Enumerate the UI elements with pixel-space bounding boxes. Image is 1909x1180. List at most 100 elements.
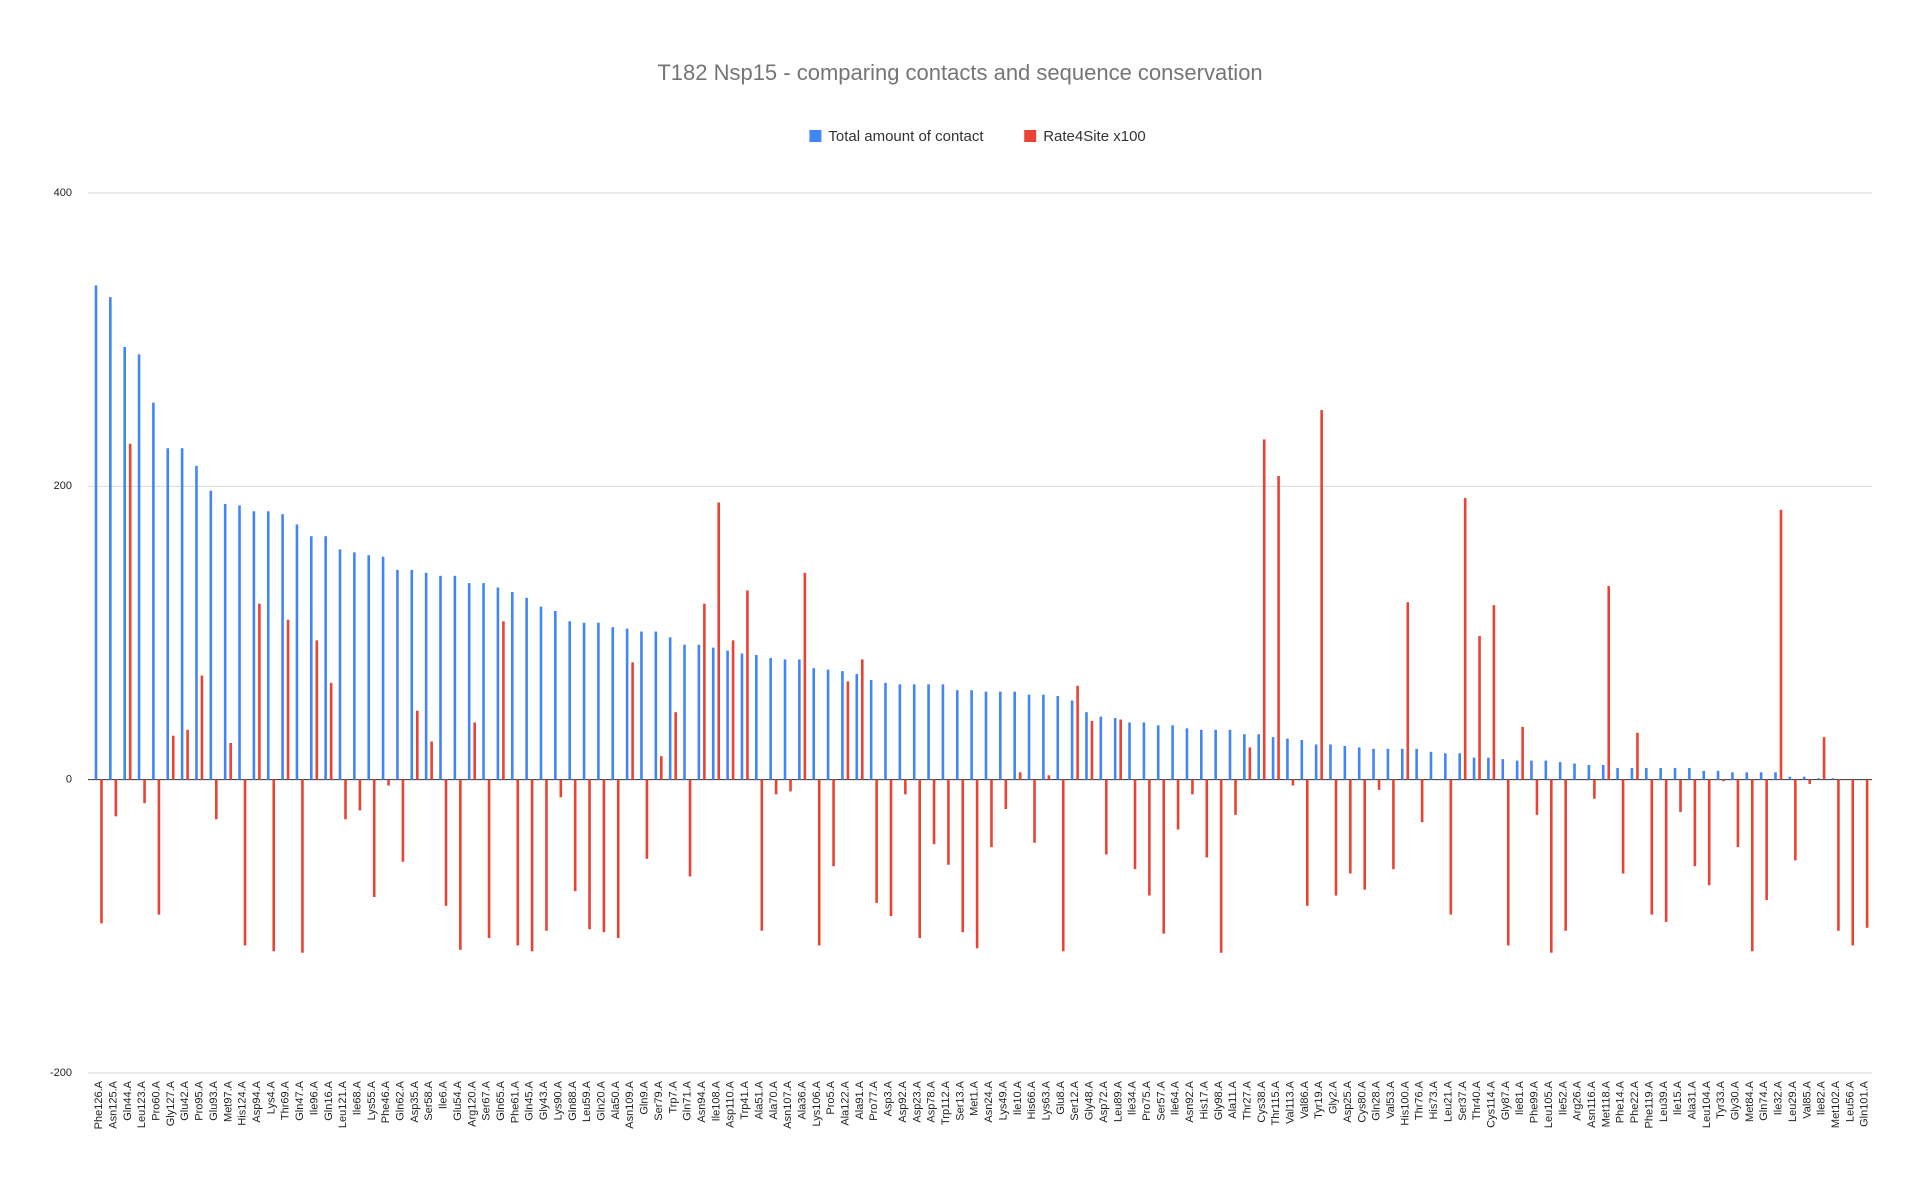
bar (1530, 760, 1533, 780)
bar (912, 684, 916, 780)
x-tick-label: Val86.A (1299, 1080, 1311, 1118)
bar (467, 583, 471, 780)
x-tick-label: Leu123.A (136, 1080, 148, 1128)
bar (1478, 635, 1481, 780)
x-tick-label: Lys55.A (366, 1080, 378, 1120)
bar (826, 669, 830, 780)
bar (266, 511, 270, 780)
bar (755, 655, 758, 780)
bar (453, 575, 457, 780)
bar (1774, 772, 1777, 780)
bar (1070, 700, 1074, 780)
bar (209, 490, 213, 780)
bar (1004, 779, 1008, 809)
bar (1234, 779, 1237, 815)
bar (1707, 779, 1711, 886)
x-tick-label: Phe46.A (380, 1080, 392, 1123)
bar (94, 285, 98, 780)
bar (631, 662, 634, 780)
x-tick-label: Ala122.A (840, 1080, 852, 1125)
y-tick-label: 400 (54, 187, 72, 199)
bar (171, 735, 175, 780)
x-tick-label: Ile6.A (438, 1080, 450, 1109)
x-tick-label: Gln65.A (495, 1080, 507, 1120)
x-tick-label: Leu105.A (1543, 1080, 1555, 1128)
bar (1664, 779, 1668, 922)
x-tick-label: Ala91.A (854, 1080, 866, 1119)
x-tick-label: Leu21.A (1442, 1080, 1454, 1122)
bar (1205, 779, 1209, 858)
chart-title: T182 Nsp15 - comparing contacts and sequ… (657, 60, 1262, 85)
x-tick-label: Thr40.A (1471, 1080, 1483, 1120)
bar (975, 779, 979, 949)
bar (941, 684, 945, 780)
x-tick-label: Phe22.A (1629, 1080, 1641, 1123)
bar (1716, 770, 1720, 780)
bar (1113, 718, 1117, 780)
bar (109, 297, 112, 780)
bar (1228, 729, 1232, 780)
bar (1808, 779, 1812, 785)
bar (396, 569, 399, 780)
bar (1444, 753, 1447, 780)
x-tick-label: Ala36.A (796, 1080, 808, 1119)
x-tick-label: Thr115.A (1270, 1080, 1282, 1125)
bar (1831, 778, 1835, 780)
legend-swatch (1024, 130, 1037, 142)
bar (1286, 738, 1289, 780)
x-tick-label: Ile108.A (710, 1080, 722, 1121)
x-tick-label: Asp94.A (251, 1080, 263, 1122)
x-tick-label: Lys63.A (1041, 1080, 1053, 1120)
x-tick-label: Ile82.A (1816, 1080, 1828, 1115)
x-tick-label: Asp92.A (897, 1080, 909, 1122)
x-tick-label: Trp41.A (739, 1080, 751, 1119)
bar (1314, 744, 1318, 780)
x-tick-label: Glu93.A (208, 1080, 220, 1120)
bar (430, 741, 433, 780)
bar (798, 659, 801, 780)
bar (1822, 737, 1826, 780)
bar (1372, 748, 1375, 780)
bar (329, 682, 333, 780)
bar (1018, 772, 1022, 780)
x-tick-label: His17.A (1198, 1080, 1210, 1119)
x-tick-label: Asp78.A (926, 1080, 938, 1122)
bar (459, 779, 462, 950)
x-tick-label: Met84.A (1744, 1080, 1756, 1122)
bar (1105, 779, 1108, 855)
bar (473, 722, 477, 780)
x-tick-label: Ala70.A (768, 1080, 780, 1119)
x-tick-label: Gln71.A (682, 1080, 694, 1120)
bar (286, 619, 290, 780)
bar (1056, 696, 1060, 780)
x-tick-label: Gln101.A (1859, 1080, 1871, 1127)
x-tick-label: Cys38.A (1256, 1080, 1268, 1122)
bar (143, 779, 146, 804)
bar (1722, 779, 1725, 782)
bar (984, 691, 988, 780)
bar (502, 621, 505, 780)
bar (1616, 767, 1619, 780)
x-tick-label: Trp7.A (667, 1080, 679, 1113)
bar (1200, 729, 1203, 780)
bar (1573, 763, 1576, 780)
x-tick-label: Gln9.A (639, 1080, 651, 1114)
x-tick-label: His124.A (237, 1080, 249, 1125)
bar (1558, 762, 1562, 780)
x-tick-label: His66.A (1026, 1080, 1038, 1119)
bar (1171, 725, 1174, 780)
legend-swatch (809, 130, 822, 142)
bar (1750, 779, 1754, 952)
bar (1099, 716, 1103, 780)
bar (625, 628, 629, 780)
bar (1305, 779, 1309, 906)
x-tick-label: Ile81.A (1514, 1080, 1526, 1115)
bar (1449, 779, 1453, 915)
bar (415, 710, 419, 780)
x-tick-label: Phe99.A (1529, 1080, 1541, 1123)
x-tick-label: Thr69.A (280, 1080, 292, 1120)
x-tick-label: Arg120.A (466, 1080, 478, 1127)
bar (568, 621, 571, 780)
bar (381, 556, 385, 780)
bar (616, 779, 620, 939)
